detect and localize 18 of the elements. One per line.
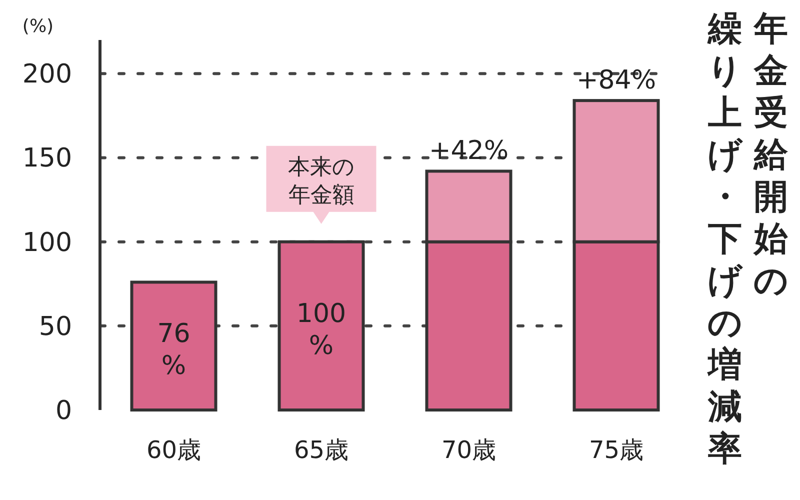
bar bbox=[278, 240, 365, 412]
y-tick-label: 200 bbox=[22, 60, 72, 90]
data-label: 76% bbox=[157, 319, 190, 382]
x-tick-label: 70歳 bbox=[441, 436, 496, 464]
chart-title: 年金受給開始の繰り上げ・下げの増減率 bbox=[708, 9, 788, 469]
data-label: +84% bbox=[576, 66, 656, 96]
y-tick-label: 100 bbox=[22, 228, 72, 258]
data-label: +42% bbox=[428, 136, 509, 166]
annotation: 本来の年金額 bbox=[288, 154, 355, 208]
y-tick-label: 0 bbox=[55, 396, 72, 426]
y-tick-label: 50 bbox=[38, 312, 72, 342]
y-tick-label: 150 bbox=[22, 144, 72, 174]
y-axis-title: (%) bbox=[22, 16, 54, 37]
x-tick-label: 65歳 bbox=[294, 436, 349, 464]
bar bbox=[130, 280, 218, 412]
x-tick-label: 60歳 bbox=[146, 436, 202, 464]
x-tick-label: 75歳 bbox=[588, 436, 644, 464]
data-label: 100% bbox=[296, 298, 346, 361]
